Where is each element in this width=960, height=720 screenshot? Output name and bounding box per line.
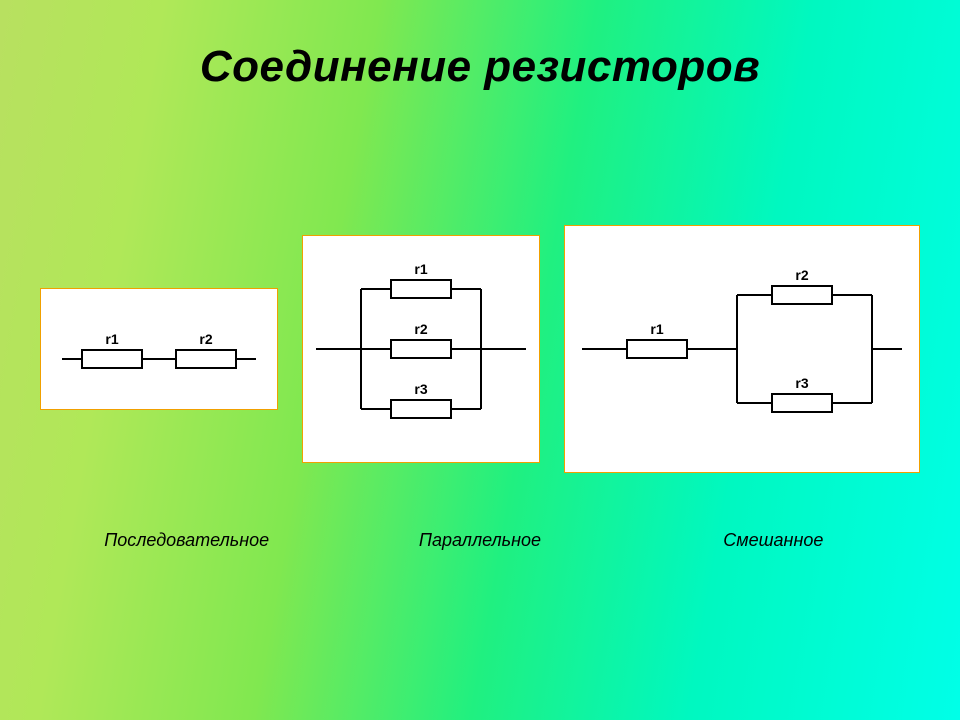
svg-text:r2: r2: [414, 321, 427, 337]
caption-mixed: Смешанное: [627, 530, 920, 551]
svg-text:r1: r1: [105, 331, 118, 347]
diagram-series: r1 r2: [40, 288, 278, 410]
svg-text:r2: r2: [795, 267, 808, 283]
caption-row: Последовательное Параллельное Смешанное: [0, 530, 960, 551]
page-title: Соединение резисторов: [0, 42, 960, 92]
svg-text:r1: r1: [414, 261, 427, 277]
svg-text:r2: r2: [199, 331, 212, 347]
diagram-row: r1 r2 r1 r2 r3 r1 r2 r3: [0, 225, 960, 473]
caption-series: Последовательное: [40, 530, 333, 551]
diagram-mixed: r1 r2 r3: [564, 225, 920, 473]
diagram-parallel: r1 r2 r3: [302, 235, 540, 463]
svg-text:r3: r3: [795, 375, 808, 391]
caption-parallel: Параллельное: [333, 530, 626, 551]
svg-text:r1: r1: [650, 321, 663, 337]
svg-text:r3: r3: [414, 381, 427, 397]
